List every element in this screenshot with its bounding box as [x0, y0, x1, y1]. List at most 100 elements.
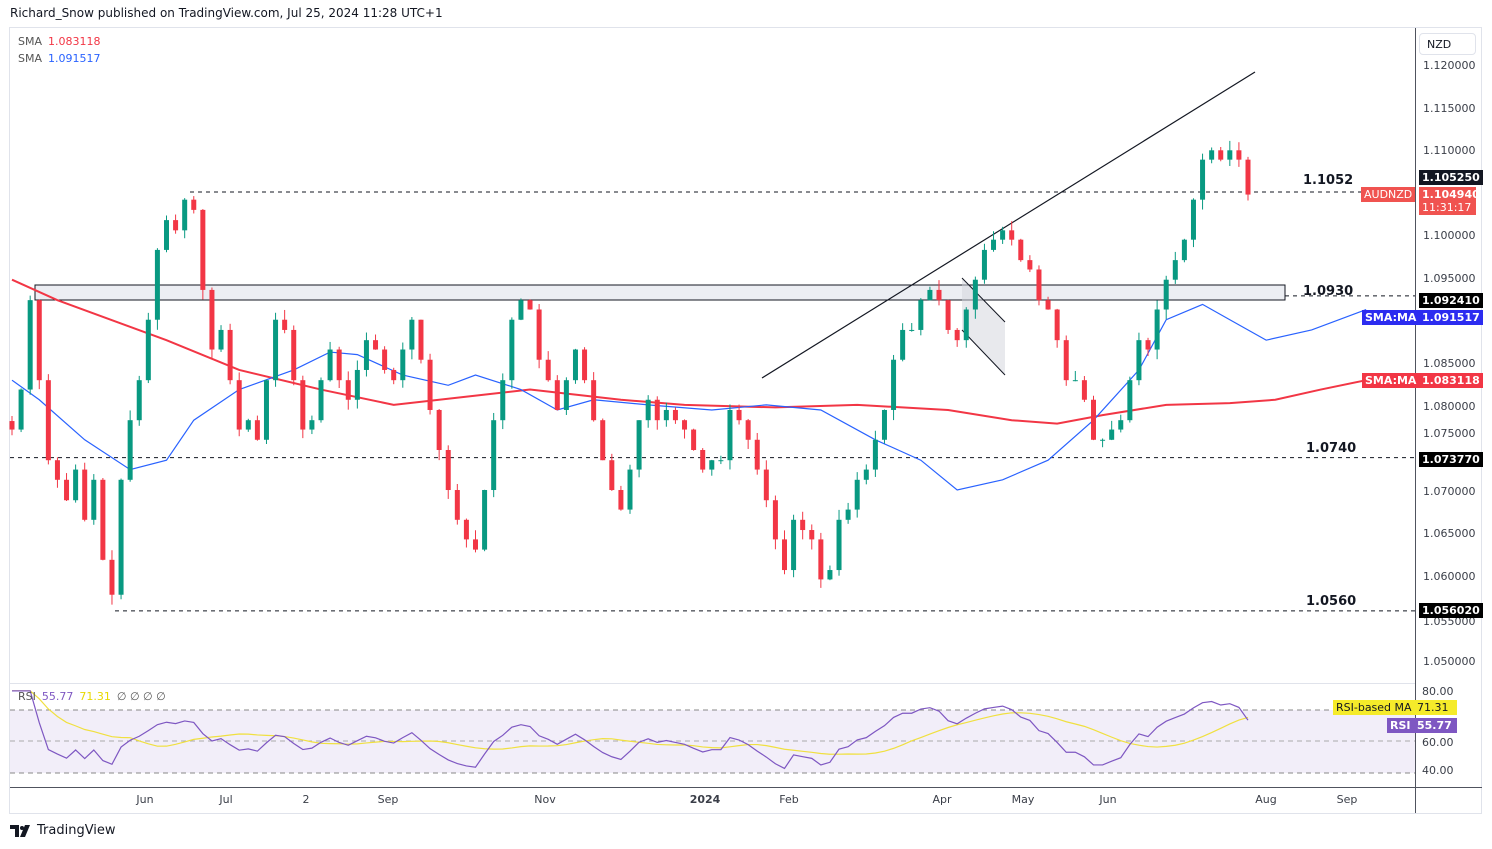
candle[interactable]	[672, 407, 678, 424]
candle[interactable]	[527, 299, 533, 310]
candle[interactable]	[1009, 221, 1015, 246]
candle[interactable]	[554, 375, 560, 411]
candle[interactable]	[945, 299, 951, 334]
candle[interactable]	[91, 474, 97, 525]
candle[interactable]	[981, 243, 987, 284]
candle[interactable]	[1218, 147, 1224, 162]
candle[interactable]	[854, 472, 860, 518]
candle[interactable]	[745, 418, 751, 449]
candle[interactable]	[45, 374, 51, 465]
candle[interactable]	[82, 462, 88, 522]
candle[interactable]	[463, 518, 469, 548]
candle[interactable]	[54, 457, 60, 488]
candle[interactable]	[1054, 308, 1060, 348]
candle[interactable]	[473, 530, 478, 553]
candle[interactable]	[218, 325, 224, 352]
candle[interactable]	[109, 550, 115, 605]
candle[interactable]	[9, 416, 15, 436]
candle[interactable]	[936, 280, 942, 306]
candle[interactable]	[954, 328, 960, 347]
candle[interactable]	[409, 317, 415, 360]
candle[interactable]	[582, 347, 588, 384]
resistance-zone[interactable]	[34, 284, 1286, 301]
candle[interactable]	[872, 430, 878, 477]
tradingview-logo[interactable]: TradingView	[10, 823, 116, 838]
candle[interactable]	[236, 372, 242, 437]
candle[interactable]	[1118, 414, 1124, 433]
candle[interactable]	[1136, 332, 1142, 386]
candle[interactable]	[245, 418, 251, 432]
candle[interactable]	[754, 433, 760, 475]
candle[interactable]	[918, 298, 924, 336]
candle[interactable]	[809, 524, 815, 550]
candle[interactable]	[1190, 198, 1196, 248]
candle[interactable]	[145, 312, 151, 384]
candle[interactable]	[618, 485, 624, 511]
candle[interactable]	[1000, 226, 1006, 244]
candle[interactable]	[1081, 376, 1087, 403]
candle[interactable]	[1109, 420, 1115, 441]
candle[interactable]	[709, 459, 715, 476]
candle[interactable]	[263, 379, 269, 444]
candle[interactable]	[209, 287, 215, 359]
candle[interactable]	[118, 478, 124, 600]
candle[interactable]	[1027, 255, 1033, 273]
candle[interactable]	[1100, 438, 1106, 448]
candle[interactable]	[73, 464, 79, 503]
candle[interactable]	[164, 215, 169, 253]
candle[interactable]	[1172, 251, 1178, 284]
candle[interactable]	[991, 231, 997, 252]
candle[interactable]	[1063, 335, 1069, 386]
candle[interactable]	[173, 214, 179, 234]
candle[interactable]	[691, 428, 697, 451]
candle[interactable]	[363, 332, 369, 377]
candle[interactable]	[200, 209, 206, 300]
candle[interactable]	[400, 342, 406, 388]
candle[interactable]	[391, 367, 397, 385]
candle[interactable]	[909, 323, 915, 332]
candle[interactable]	[1072, 370, 1078, 382]
candle[interactable]	[136, 375, 142, 426]
candle[interactable]	[1209, 147, 1215, 164]
candle[interactable]	[318, 377, 324, 423]
candle[interactable]	[336, 346, 342, 389]
candle[interactable]	[427, 353, 433, 415]
flag-line-bottom[interactable]	[961, 329, 1006, 376]
flag-pattern[interactable]	[962, 278, 1005, 375]
candle[interactable]	[36, 299, 42, 390]
candle[interactable]	[227, 323, 233, 385]
candle[interactable]	[627, 464, 633, 514]
candle[interactable]	[718, 455, 724, 465]
candle[interactable]	[1181, 238, 1187, 263]
candle[interactable]	[1200, 153, 1206, 210]
candle[interactable]	[600, 418, 606, 461]
candle[interactable]	[591, 372, 597, 422]
candle[interactable]	[309, 415, 315, 435]
candle[interactable]	[727, 404, 733, 470]
candle[interactable]	[354, 360, 360, 409]
candle[interactable]	[818, 532, 824, 588]
candle[interactable]	[64, 473, 70, 502]
candle[interactable]	[1145, 337, 1151, 356]
candle[interactable]	[881, 409, 887, 444]
pane-separator[interactable]	[10, 683, 1415, 684]
candle[interactable]	[654, 396, 660, 430]
candle[interactable]	[782, 530, 787, 575]
candle[interactable]	[436, 409, 442, 461]
candle[interactable]	[1227, 140, 1233, 166]
flag-line-top[interactable]	[961, 277, 1006, 323]
candle[interactable]	[1045, 296, 1051, 310]
sma200-line[interactable]	[11, 278, 1367, 425]
candle[interactable]	[518, 298, 524, 321]
candle[interactable]	[545, 351, 551, 382]
candle[interactable]	[1036, 265, 1042, 306]
candle[interactable]	[609, 453, 615, 491]
candle[interactable]	[273, 312, 279, 387]
candle[interactable]	[682, 419, 688, 439]
candle[interactable]	[763, 460, 769, 508]
candle[interactable]	[382, 346, 388, 374]
candle[interactable]	[927, 286, 933, 301]
candle[interactable]	[454, 484, 460, 525]
candle[interactable]	[1154, 300, 1160, 360]
candle[interactable]	[509, 317, 515, 389]
